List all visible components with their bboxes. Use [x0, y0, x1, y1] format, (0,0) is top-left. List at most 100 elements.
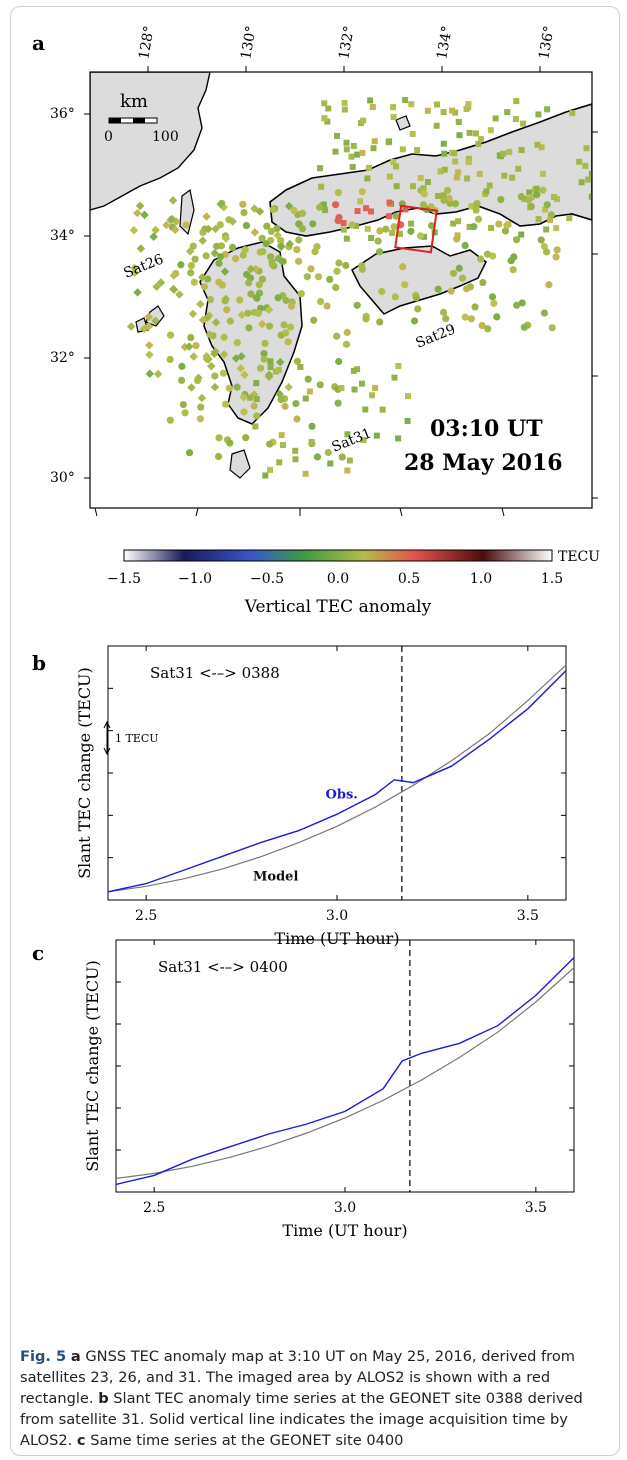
tec-point [239, 393, 248, 402]
tec-point [216, 199, 225, 209]
tec-point [334, 399, 342, 407]
tec-point [451, 150, 458, 157]
tec-point [284, 382, 293, 392]
tec-point [520, 120, 527, 127]
tec-point [321, 100, 328, 107]
colorbar-ticks: −1.5 −1.0 −0.5 0.0 0.5 1.0 1.5 [107, 571, 563, 587]
tec-point [493, 313, 501, 321]
tec-point [407, 227, 415, 235]
tec-point [204, 224, 213, 234]
tec-point [221, 400, 230, 408]
tec-point [588, 170, 592, 177]
tec-point [292, 456, 299, 463]
tec-point [450, 220, 457, 227]
tec-point [220, 267, 230, 276]
tec-point [310, 316, 318, 324]
tec-point [240, 370, 249, 380]
tec-point [324, 118, 331, 125]
tec-point [440, 140, 447, 147]
tec-point [569, 110, 576, 117]
tec-point [358, 380, 365, 387]
tec-point [376, 227, 384, 235]
tec-point [194, 373, 203, 383]
tec-point [474, 215, 483, 223]
tec-point [188, 309, 198, 319]
tec-point [309, 220, 317, 228]
tec-point [275, 367, 282, 373]
tec-point [421, 233, 428, 240]
chart-annotation: Sat31 <-–> 0388 [150, 664, 280, 682]
scale-unit: km [120, 91, 148, 112]
tec-point [506, 148, 513, 155]
tec-point [202, 212, 211, 221]
tec-point [350, 367, 357, 374]
tec-point [543, 226, 550, 233]
tec-point [280, 321, 288, 329]
tec-point [449, 107, 456, 114]
tec-point [190, 278, 198, 286]
tec-point [192, 341, 200, 350]
tec-point [391, 293, 399, 301]
tec-point [273, 231, 282, 240]
tec-point [533, 185, 540, 192]
tec-point [386, 199, 393, 206]
tec-point [470, 222, 478, 231]
tec-point [267, 363, 274, 370]
tec-point [292, 399, 300, 408]
tec-point [233, 383, 241, 391]
tec-point [324, 448, 332, 457]
tec-point [333, 267, 341, 275]
tec-point [332, 148, 339, 155]
tec-point [365, 164, 372, 171]
tec-point [198, 315, 208, 325]
tec-point [196, 299, 205, 309]
tec-point [615, 216, 621, 222]
tec-point [349, 163, 356, 170]
tec-point [497, 196, 505, 204]
tec-point [540, 309, 548, 317]
plot-frame [107, 645, 567, 901]
tec-point [582, 162, 589, 169]
tec-point [466, 159, 473, 166]
caption-c-label: c [76, 1432, 86, 1449]
sat31-label: Sat31 [330, 425, 374, 455]
tec-point [479, 278, 487, 287]
tec-point [259, 248, 267, 256]
tec-point [268, 260, 277, 269]
tec-point [202, 351, 211, 361]
tec-point [253, 396, 260, 403]
tec-point [378, 287, 386, 296]
tec-point [375, 248, 384, 256]
tec-point [513, 98, 520, 105]
tec-point [323, 302, 331, 310]
tec-point [360, 117, 367, 124]
tec-point [338, 385, 345, 392]
oki-island [395, 115, 411, 131]
tec-point [237, 310, 247, 320]
tec-point [395, 363, 402, 370]
tec-point [213, 242, 221, 250]
tec-point [466, 283, 474, 291]
tec-point [130, 268, 139, 278]
tec-point [184, 342, 194, 351]
tec-point [276, 242, 286, 251]
tec-point [133, 208, 142, 218]
tec-point [256, 364, 265, 372]
sat26-label: Sat26 [122, 251, 166, 281]
tec-point [353, 222, 360, 229]
tec-point [434, 285, 442, 293]
tec-point [311, 248, 319, 256]
tec-point [537, 236, 545, 244]
tec-point [525, 196, 533, 204]
tec-point [364, 175, 371, 182]
tec-point [463, 105, 470, 112]
chart-c: 2.5 3.0 3.5 Sat31 <-–> 0400 Time (UT hour) Sl… [83, 939, 575, 1240]
figure-frame [10, 6, 620, 1456]
y-axis-label: Slant TEC change (TECU) [83, 960, 102, 1172]
tec-point [369, 104, 376, 111]
tec-point [232, 255, 240, 263]
tec-point [313, 453, 322, 461]
map-body [90, 72, 621, 479]
tec-point [370, 145, 377, 152]
tec-point [307, 265, 315, 273]
